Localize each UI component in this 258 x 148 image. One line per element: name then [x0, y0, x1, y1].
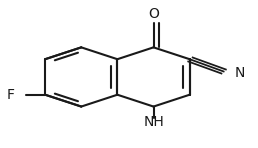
Text: O: O [148, 7, 159, 21]
Text: N: N [235, 66, 245, 80]
Text: F: F [6, 88, 14, 102]
Text: NH: NH [143, 115, 164, 130]
